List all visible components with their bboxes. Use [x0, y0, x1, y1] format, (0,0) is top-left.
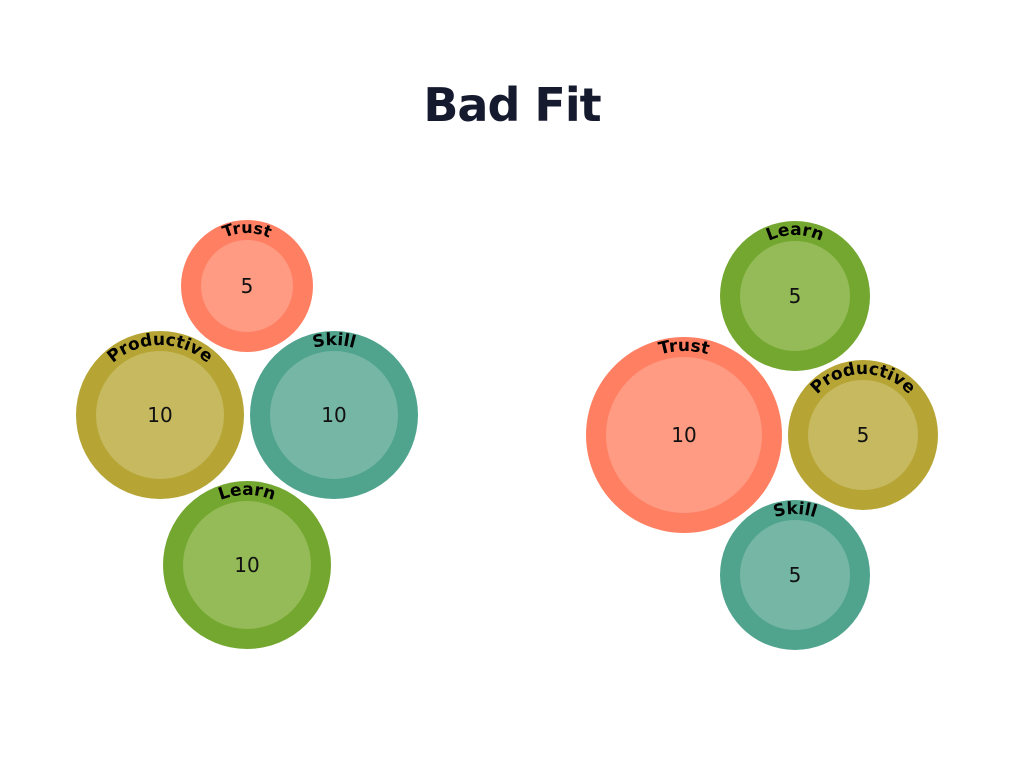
productive-value: 5: [857, 423, 870, 447]
page-title: Bad Fit: [423, 78, 601, 132]
skill-value: 5: [789, 563, 802, 587]
trust-inner-circle: [606, 357, 762, 513]
trust-value: 10: [671, 423, 696, 447]
skill-value: 10: [321, 403, 346, 427]
skill-label: Skill: [311, 330, 358, 353]
productive-value: 10: [147, 403, 172, 427]
productive-inner-circle: [96, 351, 224, 479]
trust-value: 5: [241, 274, 254, 298]
learn-value: 5: [789, 284, 802, 308]
skill-inner-circle: [270, 351, 398, 479]
trust-inner-circle: [201, 240, 293, 332]
trust-label: Trust: [657, 336, 712, 359]
learn-inner-circle: [740, 241, 850, 351]
right-trust-bubble: Trust 10: [586, 336, 782, 533]
left-skill-bubble: Skill 10: [250, 330, 418, 499]
left-trust-bubble: Trust 5: [181, 218, 313, 352]
learn-inner-circle: [183, 501, 311, 629]
skill-inner-circle: [740, 520, 850, 630]
productive-inner-circle: [808, 380, 918, 490]
trust-label: Trust: [220, 218, 275, 242]
learn-value: 10: [234, 553, 259, 577]
right-skill-bubble: Skill 5: [720, 499, 870, 650]
skill-label: Skill: [771, 499, 819, 522]
